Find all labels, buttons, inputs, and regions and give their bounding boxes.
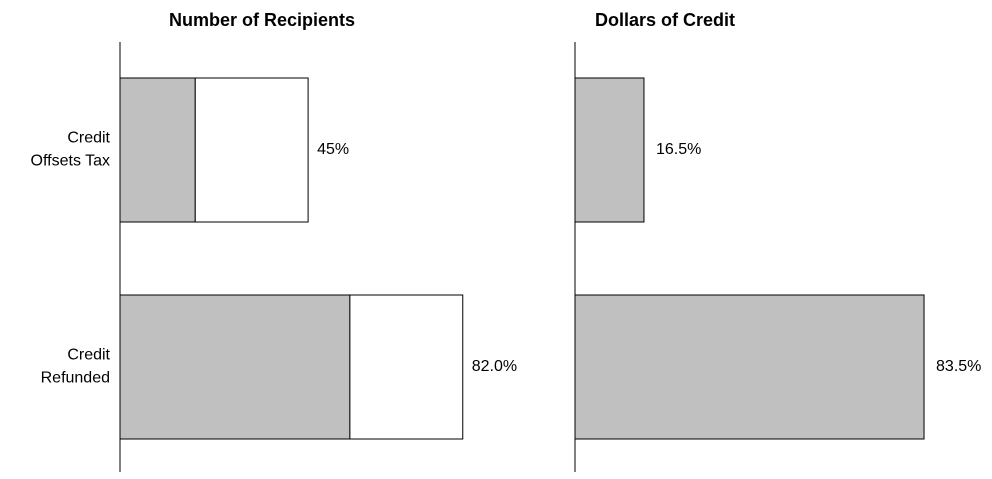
bar xyxy=(574,77,645,223)
bar-segment xyxy=(349,294,464,440)
total-label: 45% xyxy=(317,141,349,158)
category-label: Credit xyxy=(67,130,110,147)
bar xyxy=(574,294,925,440)
bar-segment xyxy=(119,77,196,223)
bar-segment xyxy=(194,77,309,223)
total-label: 82.0% xyxy=(472,358,517,375)
category-label: Offsets Tax xyxy=(31,153,110,170)
chart-title: Number of Recipients xyxy=(169,10,355,30)
category-label: Credit xyxy=(67,347,110,364)
chart-title: Dollars of Credit xyxy=(595,10,735,30)
value-label: 83.5% xyxy=(936,358,981,375)
value-label: 16.5% xyxy=(656,141,701,158)
category-label: Refunded xyxy=(41,370,110,387)
bar-segment xyxy=(119,294,351,440)
